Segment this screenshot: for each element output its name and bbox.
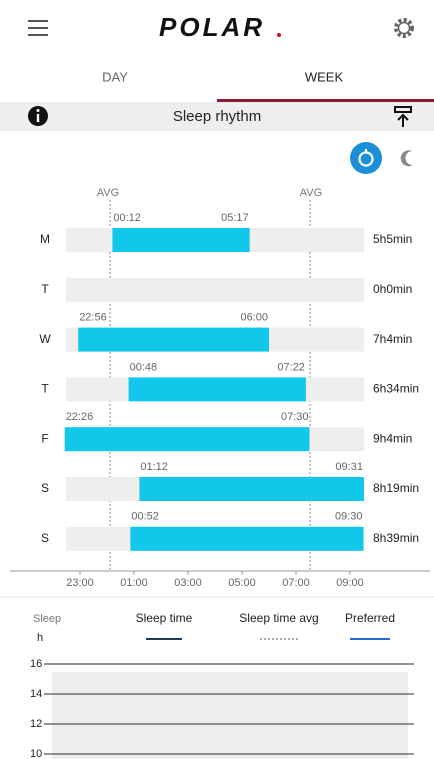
end-time: 09:30 [335, 511, 363, 523]
toggle-active [350, 142, 382, 174]
stopwatch-icon [358, 151, 374, 167]
avg-label: AVG [97, 187, 119, 199]
start-time: 00:48 [130, 361, 158, 373]
day-label: F [41, 431, 48, 445]
gear-body [397, 21, 411, 35]
end-time: 07:22 [277, 361, 305, 373]
share-box [394, 106, 412, 113]
day-label: W [39, 332, 51, 346]
info-button[interactable] [28, 106, 48, 126]
y-tick-label: 10 [30, 748, 42, 759]
sleep-rows: M 5h5min 00:12 05:17 T 0h0min W 7h4min 22:56 06:0… [39, 212, 419, 551]
bottom-grid: 16 14 12 10 [30, 658, 414, 759]
legend-sleep-time: Sleep time [136, 611, 193, 625]
share-button[interactable] [394, 106, 412, 127]
moon-icon [400, 150, 413, 167]
start-time: 01:12 [140, 461, 168, 473]
end-time: 09:31 [335, 461, 363, 473]
y-tick-label: 16 [30, 658, 42, 670]
day-label: S [41, 481, 49, 495]
sleep-bar [130, 526, 364, 551]
x-axis: 23:00 01:00 03:00 05:00 07:00 09:00 [66, 571, 364, 589]
day-label: S [41, 531, 49, 545]
duration: 8h19min [373, 481, 419, 495]
gear-teeth [394, 18, 414, 38]
start-time: 00:12 [113, 212, 141, 224]
share-arrow-head [397, 113, 409, 121]
avg-label: AVG [300, 187, 322, 199]
x-tick-label: 07:00 [282, 577, 310, 589]
day-label: M [40, 232, 50, 246]
duration: 7h4min [373, 332, 412, 346]
preferred-band [52, 672, 408, 759]
x-tick-label: 03:00 [174, 577, 202, 589]
legend-sleep-avg: Sleep time avg [239, 611, 318, 625]
y-tick-label: 14 [30, 688, 42, 700]
panel-title: Sleep rhythm [173, 108, 261, 125]
end-time: 05:17 [221, 212, 249, 224]
tab-day[interactable]: DAY [102, 69, 128, 84]
end-time: 07:30 [281, 411, 309, 423]
end-time: 06:00 [240, 312, 268, 324]
sleep-bar [139, 477, 364, 501]
sleep-bar [128, 377, 306, 402]
x-tick-label: 05:00 [228, 577, 256, 589]
menu-button[interactable] [28, 20, 48, 36]
duration: 9h4min [373, 431, 412, 445]
logo-dot [277, 33, 281, 37]
row-track [66, 277, 364, 302]
start-time: 00:52 [131, 511, 159, 523]
legend-preferred: Preferred [345, 611, 395, 625]
duration: 8h39min [373, 531, 419, 545]
day-label: T [41, 382, 49, 396]
info-stem [36, 114, 40, 122]
y-tick-label: 12 [30, 718, 42, 730]
bottom-unit: h [37, 632, 43, 644]
duration: 6h34min [373, 382, 419, 396]
day-label: T [41, 282, 49, 296]
sleep-toggle[interactable] [400, 150, 413, 167]
duration: 0h0min [373, 282, 412, 296]
sleep-bar [78, 327, 269, 352]
rhythm-toggle[interactable] [350, 142, 382, 174]
x-tick-label: 09:00 [336, 577, 364, 589]
bottom-label: Sleep [33, 613, 61, 625]
x-tick-label: 23:00 [66, 577, 94, 589]
tab-indicator [217, 99, 434, 102]
start-time: 22:56 [79, 312, 107, 324]
info-dot [36, 109, 40, 112]
sleep-bar [112, 228, 250, 252]
duration: 5h5min [373, 232, 412, 246]
x-tick-label: 01:00 [120, 577, 148, 589]
panel-header [0, 102, 434, 131]
tab-week[interactable]: WEEK [305, 69, 344, 84]
sleep-bar [64, 427, 310, 452]
logo: POLAR [159, 12, 265, 42]
start-time: 22:26 [66, 411, 94, 423]
settings-button[interactable] [394, 18, 414, 38]
